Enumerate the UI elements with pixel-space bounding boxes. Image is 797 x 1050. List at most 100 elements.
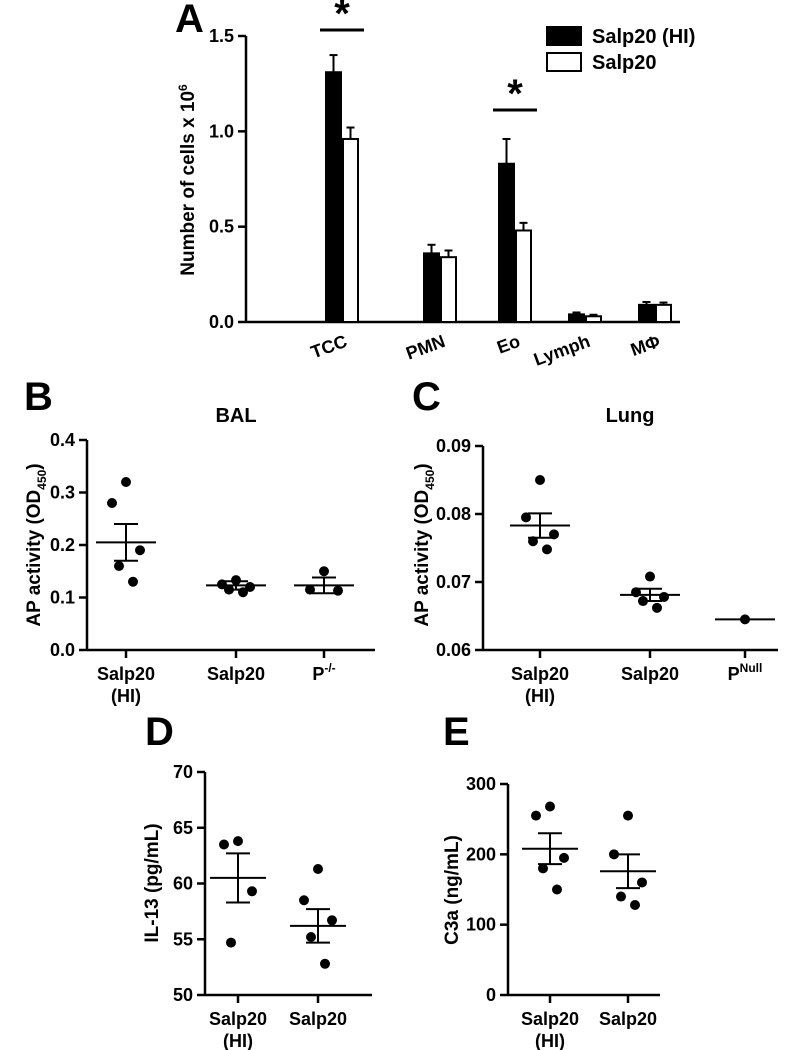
- panel-b-data-point: [121, 477, 131, 487]
- panel-e-y-tick-label: 300: [466, 774, 496, 794]
- panel-e-y-tick-label: 200: [466, 844, 496, 864]
- panel-e-data-point: [552, 884, 562, 895]
- panel-c-y-tick-label: 0.07: [436, 572, 471, 592]
- panel-c-category-sublabel: (HI): [525, 686, 555, 706]
- panel-b-y-tick-label: 0.0: [50, 640, 75, 660]
- panel-c-data-point: [631, 587, 641, 598]
- panel-e-y-tick-label: 0: [486, 985, 496, 1005]
- panel-a-category-label: MΦ: [628, 331, 663, 360]
- legend-label-salp20: Salp20: [592, 52, 656, 74]
- panel-b-data-point: [245, 582, 255, 592]
- panel-c-data-point: [645, 571, 655, 582]
- panel-b-title: BAL: [215, 405, 256, 427]
- panel-b-category-sublabel: (HI): [111, 686, 141, 706]
- panel-a-category-label: Eo: [494, 331, 522, 358]
- panel-d-category-label: Salp20: [209, 1009, 267, 1029]
- panel-a-category-label: Lymph: [531, 331, 593, 370]
- panel-c-data-point: [549, 529, 559, 540]
- panel-e-y-tick-label: 100: [466, 915, 496, 935]
- panel-e-scatter-c3a: E C3a (ng/mL) 0 100 200 300 Salp20 (HI) Salp20: [442, 710, 660, 1050]
- panel-b-y-tick-label: 0.2: [50, 535, 75, 555]
- panel-c-data-point: [652, 602, 662, 613]
- panel-c-y-tick-label: 0.09: [436, 436, 471, 456]
- panel-a-category-label: PMN: [403, 331, 447, 363]
- panel-a-legend: Salp20 (HI) Salp20: [546, 26, 695, 74]
- panel-e-data-point: [538, 863, 548, 874]
- panel-b-data-point: [107, 498, 117, 508]
- panel-b-category-label: P-/-: [312, 661, 335, 684]
- panel-e-data-point: [559, 852, 569, 863]
- panel-e-data-point: [609, 849, 619, 860]
- panel-b-category-label: Salp20: [207, 664, 265, 684]
- panel-d-data-point: [320, 958, 330, 969]
- panel-c-category-label: PNull: [728, 661, 763, 684]
- panel-a-y-tick-label: 1.0: [209, 121, 234, 141]
- panel-e-data-point: [531, 810, 541, 821]
- panel-d-category-sublabel: (HI): [223, 1031, 253, 1050]
- panel-b-data-point: [305, 584, 315, 595]
- panel-a-bar: [440, 256, 457, 324]
- panel-d-data-point: [247, 886, 257, 897]
- panel-a-significance-star: *: [334, 0, 350, 36]
- panel-c-data-point: [528, 536, 538, 547]
- panel-e-data-point: [623, 810, 633, 821]
- panel-c-data-point: [535, 475, 545, 485]
- panel-a-y-tick-label: 1.5: [209, 26, 234, 46]
- panel-c-data-point: [740, 614, 750, 625]
- panel-a-bar: [638, 303, 655, 323]
- panel-c-y-axis-label: AP activity (OD450): [412, 463, 437, 626]
- panel-c-data-point: [638, 596, 648, 607]
- panel-c-data-point: [521, 512, 531, 523]
- panel-a-bar: [498, 162, 515, 323]
- panel-d-y-tick-label: 60: [173, 874, 193, 894]
- panel-e-data-point: [616, 891, 626, 902]
- panel-c-category-label: Salp20: [511, 664, 569, 684]
- panel-d-data-point: [306, 932, 316, 943]
- panel-c-title: Lung: [606, 405, 655, 427]
- panel-d-category-label: Salp20: [289, 1009, 347, 1029]
- panel-e-y-axis-label: C3a (ng/mL): [442, 835, 463, 945]
- panel-a-letter: A: [175, 0, 204, 41]
- panel-b-data-point: [238, 587, 248, 598]
- panel-a-y-axis-label: Number of cells x 106: [176, 84, 199, 276]
- panel-e-data-point: [630, 899, 640, 910]
- panel-a-category-label: TCC: [308, 331, 350, 362]
- panel-d-data-point: [233, 836, 243, 847]
- panel-d-y-tick-label: 70: [173, 762, 193, 782]
- panel-d-y-tick-label: 55: [173, 929, 193, 949]
- panel-b-data-point: [128, 576, 138, 587]
- panel-e-category-label: Salp20: [521, 1009, 579, 1029]
- legend-label-salp20-hi: Salp20 (HI): [592, 26, 695, 48]
- panel-d-scatter-il13: D IL-13 (pg/mL) 50 55 60 65 70 Salp20 (HI) Salp…: [142, 710, 372, 1050]
- panel-b-data-point: [224, 584, 234, 595]
- panel-b-data-point: [217, 579, 227, 590]
- panel-e-data-point: [545, 801, 555, 812]
- panel-b-data-point: [231, 575, 241, 586]
- panel-c-scatter-lung: C Lung AP activity (OD450) 0.06 0.07 0.08 0…: [412, 375, 778, 706]
- panel-e-category-label: Salp20: [599, 1009, 657, 1029]
- panel-a-y-tick-label: 0.5: [209, 217, 234, 237]
- panel-d-y-axis-label: IL-13 (pg/mL): [142, 823, 163, 942]
- panel-a-significance-star: *: [507, 72, 523, 116]
- panel-a-bar: [342, 137, 359, 323]
- panel-a-bar: [515, 229, 532, 323]
- panel-a-bar: [655, 303, 672, 323]
- panel-b-y-tick-label: 0.3: [50, 483, 75, 503]
- panel-d-data-point: [327, 915, 337, 926]
- panel-b-data-point: [135, 545, 145, 556]
- panel-a-bar: [423, 252, 440, 323]
- panel-b-data-point: [114, 561, 124, 571]
- panel-d-y-tick-label: 50: [173, 985, 193, 1005]
- panel-b-letter: B: [24, 375, 53, 419]
- panel-d-y-tick-label: 65: [173, 818, 193, 838]
- panel-d-data-point: [219, 839, 229, 850]
- panel-b-data-point: [319, 566, 329, 577]
- panel-b-data-point: [333, 585, 343, 596]
- panel-a-bar-chart: A Number of cells x 106 0.0 0.5 1.0 1.5 TCC…: [175, 0, 695, 370]
- panel-b-y-tick-label: 0.4: [50, 430, 75, 450]
- panel-a-bar: [585, 315, 602, 323]
- panel-a-bar: [568, 313, 585, 323]
- panel-b-y-tick-label: 0.1: [50, 588, 75, 608]
- panel-b-scatter-bal: B BAL AP activity (OD450) 0.0 0.1 0.2 0.3 0.…: [24, 375, 375, 706]
